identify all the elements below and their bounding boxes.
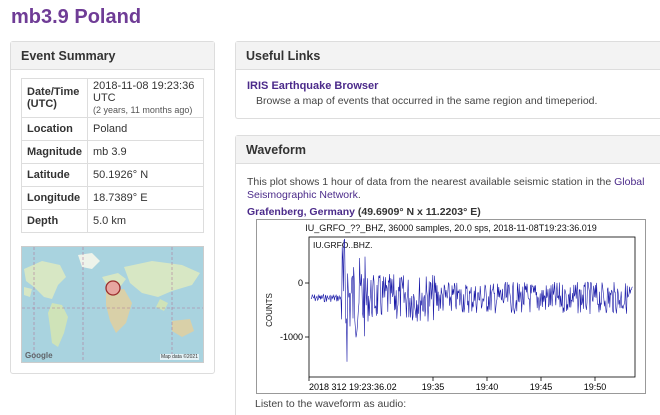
table-row: Location Poland [21, 117, 204, 141]
waveform-panel: Waveform This plot shows 1 hour of data … [235, 135, 660, 415]
page-title: mb3.9 Poland [11, 6, 142, 28]
useful-links-heading: Useful Links [236, 42, 660, 70]
useful-links-body: IRIS Earthquake Browser Browse a map of … [247, 80, 597, 107]
link-description: Browse a map of events that occurred in … [256, 95, 598, 107]
waveform-heading: Waveform [236, 136, 660, 164]
y-tick-label: 0 [298, 278, 303, 288]
table-row: Magnitude mb 3.9 [21, 140, 204, 164]
row-key: Longitude [21, 186, 88, 210]
y-tick-label: -1000 [280, 332, 303, 342]
row-value: mb 3.9 [87, 140, 204, 164]
x-tick-label: 19:35 [422, 382, 445, 392]
row-value: 5.0 km [87, 209, 204, 233]
row-value: 18.7389° E [87, 186, 204, 210]
row-value: 50.1926° N [87, 163, 204, 187]
waveform-trace [310, 238, 633, 362]
seismogram-svg: IU_GRFO_??_BHZ, 36000 samples, 20.0 sps,… [265, 223, 636, 392]
table-row: Depth 5.0 km [21, 209, 204, 233]
row-key: Depth [21, 209, 88, 233]
trace-label: IU.GRFO..BHZ. [313, 240, 373, 250]
y-axis-label: COUNTS [265, 293, 274, 327]
station-name[interactable]: Grafenberg, Germany [247, 206, 355, 218]
map-attribution: Map data ©2021 [159, 354, 199, 360]
gsn-link[interactable]: Global Seismographic Network [247, 176, 645, 201]
station-info: Grafenberg, Germany (49.6909° N x 11.220… [247, 206, 481, 218]
table-row: Date/Time (UTC) 2018-11-08 19:23:36 UTC … [21, 78, 204, 118]
event-summary-heading: Event Summary [11, 42, 214, 70]
x-tick-label: 19:50 [584, 382, 607, 392]
x-tick-label: 19:45 [530, 382, 553, 392]
datetime-value: 2018-11-08 19:23:36 UTC [93, 80, 195, 104]
x-tick-label: 19:40 [476, 382, 499, 392]
row-key: Date/Time (UTC) [21, 78, 88, 118]
world-map-graphic [22, 247, 203, 362]
useful-links-panel: Useful Links IRIS Earthquake Browser Bro… [235, 41, 660, 119]
iris-earthquake-browser-link[interactable]: IRIS Earthquake Browser [247, 80, 379, 92]
plot-title: IU_GRFO_??_BHZ, 36000 samples, 20.0 sps,… [305, 223, 597, 233]
row-value: 2018-11-08 19:23:36 UTC (2 years, 11 mon… [87, 78, 204, 118]
event-summary-table: Date/Time (UTC) 2018-11-08 19:23:36 UTC … [21, 78, 204, 233]
waveform-intro-end: . [357, 189, 361, 201]
row-value: Poland [87, 117, 204, 141]
audio-label: Listen to the waveform as audio: [255, 398, 407, 410]
row-key: Magnitude [21, 140, 88, 164]
google-logo: Google [25, 351, 53, 360]
station-coords: (49.6909° N x 11.2203° E) [357, 206, 481, 218]
row-key: Location [21, 117, 88, 141]
event-location-marker[interactable] [104, 279, 122, 297]
waveform-intro-text: This plot shows 1 hour of data from the … [247, 176, 615, 188]
x-tick-label: 2018 312 19:23:36.02 [309, 382, 397, 392]
waveform-trace-line [310, 238, 633, 362]
table-row: Longitude 18.7389° E [21, 186, 204, 210]
table-row: Latitude 50.1926° N [21, 163, 204, 187]
event-summary-panel: Event Summary Date/Time (UTC) 2018-11-08… [10, 41, 215, 374]
waveform-intro: This plot shows 1 hour of data from the … [247, 176, 647, 202]
plot-frame [308, 236, 636, 378]
event-map[interactable]: Google Map data ©2021 [21, 246, 204, 363]
datetime-ago: (2 years, 11 months ago) [93, 105, 193, 115]
seismogram-plot: IU_GRFO_??_BHZ, 36000 samples, 20.0 sps,… [256, 219, 646, 394]
row-key: Latitude [21, 163, 88, 187]
